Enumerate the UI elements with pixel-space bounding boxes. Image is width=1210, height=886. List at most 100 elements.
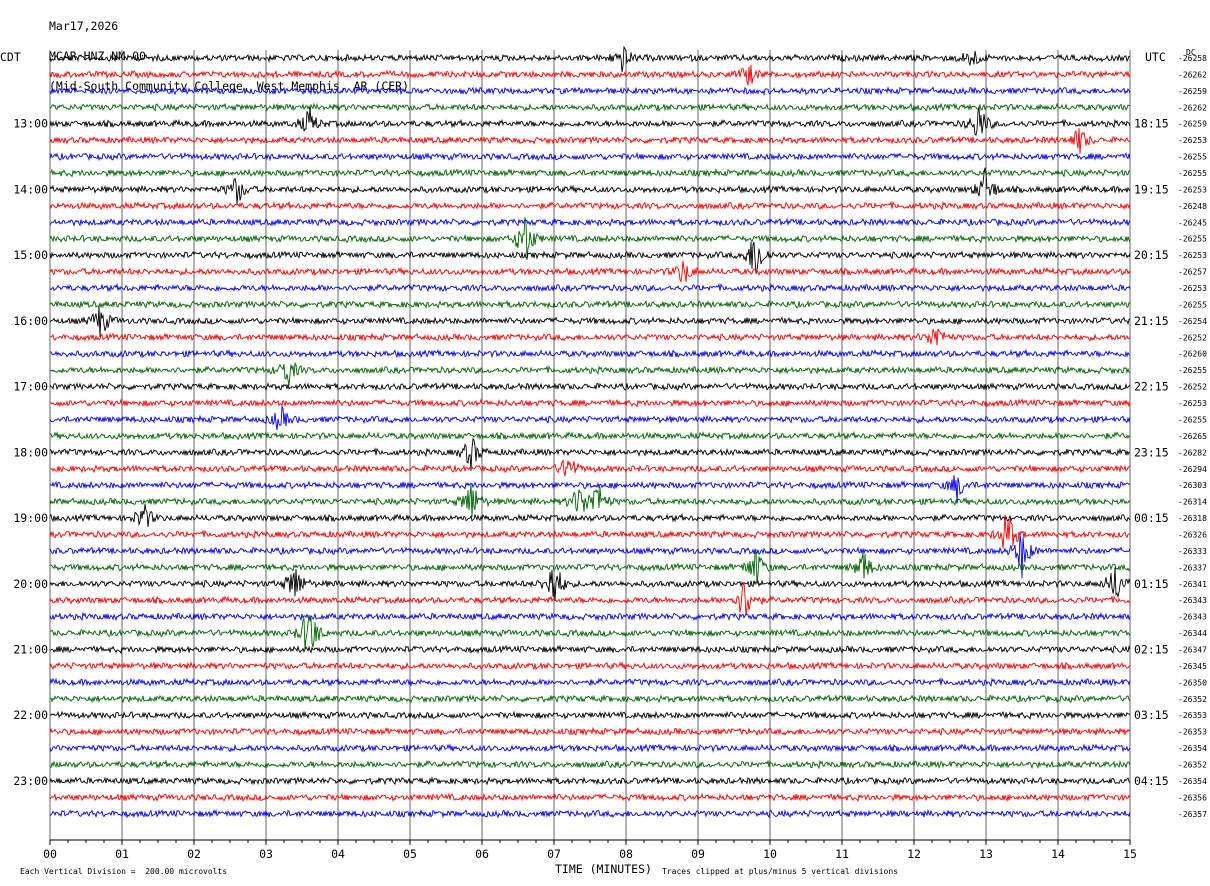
dc-offset-label: -26255: [1178, 366, 1207, 375]
dc-offset-label: -26255: [1178, 300, 1207, 309]
seismic-trace: [49, 644, 1131, 655]
dc-offset-label: -26260: [1178, 350, 1207, 359]
x-tick-label: 03: [259, 847, 273, 861]
seismic-trace: [49, 611, 1131, 622]
dc-offset-label: -26354: [1178, 777, 1207, 786]
seismic-trace: [49, 217, 1131, 227]
utc-hour-label: 18:15: [1134, 117, 1169, 131]
seismic-trace: [49, 475, 1131, 504]
dc-offset-label: -26257: [1178, 268, 1207, 277]
seismic-traces: [49, 45, 1131, 819]
x-tick-label: 05: [403, 847, 417, 861]
cdt-hour-label: 17:00: [13, 380, 48, 394]
dc-offset-label: -26357: [1178, 810, 1207, 819]
cdt-hour-label: 22:00: [13, 708, 48, 722]
minute-gridlines: [49, 50, 1131, 840]
dc-offset-label: -26254: [1178, 317, 1207, 326]
dc-offset-label: -26350: [1178, 678, 1207, 687]
utc-hour-label: 21:15: [1134, 314, 1169, 328]
x-tick-label: 02: [187, 847, 201, 861]
seismic-trace: [49, 533, 1131, 579]
dc-offset-label: -26344: [1178, 629, 1207, 638]
cdt-hour-label: 18:00: [13, 445, 48, 459]
seismic-trace: [49, 398, 1131, 408]
seismic-trace: [49, 808, 1131, 819]
dc-offset-label: -26245: [1178, 218, 1207, 227]
x-tick-label: 00: [43, 847, 57, 861]
cdt-hour-label: 15:00: [13, 248, 48, 262]
cdt-hour-label: 21:00: [13, 642, 48, 656]
utc-hour-label: 22:15: [1134, 380, 1169, 394]
cdt-hour-label: 23:00: [13, 774, 48, 788]
seismic-trace: [49, 167, 1131, 205]
dc-offset-label: -26352: [1178, 695, 1207, 704]
seismic-trace: [49, 776, 1131, 786]
seismic-trace: [49, 151, 1131, 162]
x-tick-label: 04: [331, 847, 345, 861]
seismic-trace: [49, 102, 1131, 112]
dc-offset-label: -26259: [1178, 120, 1207, 129]
dc-offset-label: -26253: [1178, 399, 1207, 408]
cdt-hour-label: 14:00: [13, 182, 48, 196]
cdt-hour-labels: 13:00 14:00 15:00 16:00 17:00 18:00 19:00 20:00…: [13, 117, 48, 788]
cdt-hour-label: 13:00: [13, 117, 48, 131]
seismic-trace: [49, 85, 1131, 96]
dc-offset-label: -26248: [1178, 202, 1207, 211]
dc-offset-label: -26314: [1178, 498, 1207, 507]
seismic-trace: [49, 792, 1131, 803]
x-tick-label: 01: [115, 847, 129, 861]
seismic-trace: [49, 128, 1131, 154]
x-axis-label: TIME (MINUTES): [555, 862, 652, 876]
x-tick-label: 07: [547, 847, 561, 861]
dc-offset-label: -26318: [1178, 514, 1207, 523]
x-tick-label: 12: [907, 847, 921, 861]
seismic-trace: [49, 661, 1131, 671]
seismic-trace: [49, 328, 1131, 346]
seismic-trace: [49, 241, 1131, 275]
dc-offset-label: -26345: [1178, 662, 1207, 671]
dc-offset-label: -26303: [1178, 481, 1207, 490]
seismic-trace: [49, 106, 1131, 136]
dc-offset-label: -26253: [1178, 251, 1207, 260]
dc-offset-label: -26252: [1178, 333, 1207, 342]
seismic-trace: [49, 217, 1131, 261]
dc-offset-label: -26262: [1178, 103, 1207, 112]
cdt-hour-label: 20:00: [13, 577, 48, 591]
x-tick-label: 13: [979, 847, 993, 861]
x-tick-label: 15: [1123, 847, 1137, 861]
dc-offset-label: -26265: [1178, 432, 1207, 441]
dc-offset-label: -26253: [1178, 284, 1207, 293]
dc-offset-label: -26252: [1178, 383, 1207, 392]
utc-hour-label: 20:15: [1134, 248, 1169, 262]
header-date: Mar17,2026: [49, 19, 119, 33]
seismic-trace: [49, 306, 1131, 338]
utc-hour-label: 02:15: [1134, 642, 1169, 656]
utc-hour-label: 23:15: [1134, 445, 1169, 459]
seismic-trace: [49, 459, 1131, 477]
dc-offset-label: -26347: [1178, 645, 1207, 654]
dc-offset-label: -26294: [1178, 465, 1207, 474]
dc-offset-label: -26253: [1178, 136, 1207, 145]
dc-offset-label: -26255: [1178, 169, 1207, 178]
dc-offset-label: -26326: [1178, 530, 1207, 539]
seismic-trace: [49, 514, 1130, 549]
seismic-trace: [49, 726, 1131, 737]
dc-offset-label: -26352: [1178, 760, 1207, 769]
seismic-trace: [49, 503, 1131, 527]
dc-offset-label: -26258: [1178, 54, 1207, 63]
seismic-trace: [49, 743, 1131, 753]
cdt-hour-label: 19:00: [13, 511, 48, 525]
utc-hour-label: 04:15: [1134, 774, 1169, 788]
dc-offset-label: -26255: [1178, 153, 1207, 162]
dc-offset-label: -26354: [1178, 744, 1207, 753]
x-tick-label: 09: [691, 847, 705, 861]
utc-hour-label: 00:15: [1134, 511, 1169, 525]
dc-offset-label: -26343: [1178, 613, 1207, 622]
dc-offset-label: -26341: [1178, 580, 1207, 589]
cdt-hour-label: 16:00: [13, 314, 48, 328]
clip-note: Traces clipped at plus/minus 5 vertical …: [662, 867, 899, 876]
dc-offset-label: -26255: [1178, 235, 1207, 244]
seismic-trace: [49, 362, 1131, 386]
seismic-trace: [49, 64, 1131, 86]
